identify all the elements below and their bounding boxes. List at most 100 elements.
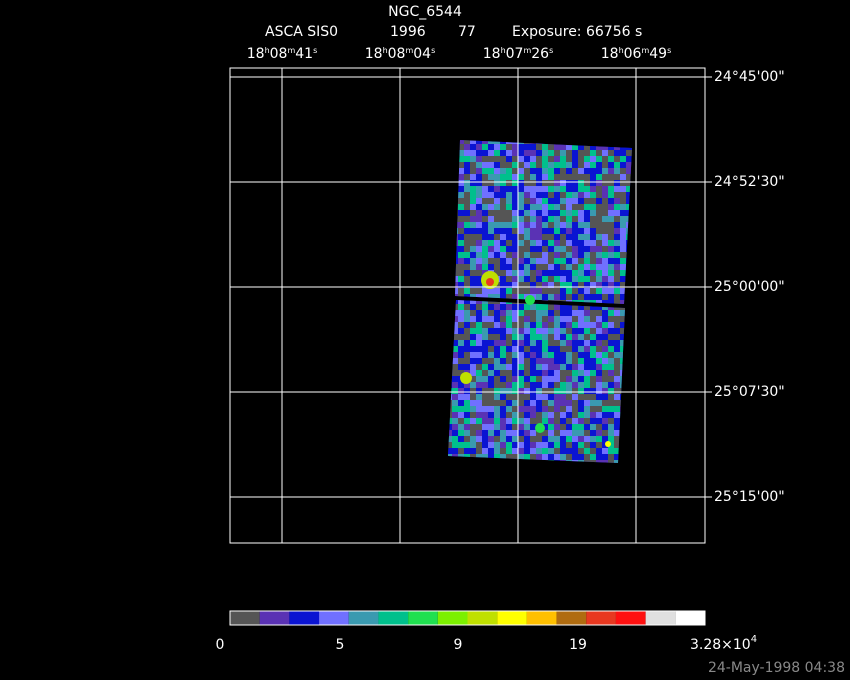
- pixel: [554, 430, 560, 436]
- pixel: [482, 334, 488, 340]
- pixel: [464, 448, 470, 454]
- pixel: [572, 198, 578, 204]
- pixel: [614, 174, 620, 180]
- pixel: [464, 400, 470, 406]
- pixel: [548, 364, 554, 370]
- pixel: [500, 174, 506, 180]
- pixel: [608, 394, 614, 400]
- pixel: [512, 364, 518, 370]
- pixel: [626, 310, 632, 316]
- pixel: [590, 270, 596, 276]
- pixel: [590, 222, 596, 228]
- pixel: [620, 316, 625, 322]
- pixel: [446, 198, 452, 204]
- pixel: [530, 448, 536, 454]
- pixel: [470, 418, 476, 424]
- pixel: [632, 316, 638, 322]
- pixel: [458, 358, 464, 364]
- pixel: [590, 346, 596, 352]
- pixel: [626, 406, 632, 412]
- pixel: [620, 288, 626, 294]
- pixel: [554, 436, 560, 442]
- pixel: [602, 276, 608, 282]
- pixel: [548, 252, 554, 258]
- pixel: [566, 240, 572, 246]
- pixel: [578, 174, 584, 180]
- pixel: [572, 448, 578, 454]
- pixel: [548, 340, 554, 346]
- pixel: [530, 258, 536, 264]
- pixel: [608, 412, 614, 418]
- pixel: [548, 294, 554, 300]
- pixel: [602, 228, 608, 234]
- pixel: [608, 352, 614, 358]
- pixel: [530, 394, 536, 400]
- pixel: [482, 246, 488, 252]
- pixel: [500, 288, 506, 294]
- pixel: [530, 358, 536, 364]
- pixel: [530, 240, 536, 246]
- pixel: [590, 198, 596, 204]
- pixel: [512, 282, 518, 288]
- pixel: [470, 436, 476, 442]
- pixel: [452, 304, 458, 310]
- pixel: [494, 400, 500, 406]
- pixel: [542, 162, 548, 168]
- pixel: [548, 228, 554, 234]
- pixel: [590, 144, 596, 150]
- pixel: [470, 364, 476, 370]
- pixel: [506, 228, 512, 234]
- pixel: [590, 412, 596, 418]
- pixel: [488, 144, 494, 150]
- pixel: [614, 246, 620, 252]
- pixel: [488, 294, 494, 300]
- pixel: [455, 144, 458, 150]
- pixel: [602, 442, 608, 448]
- pixel: [548, 168, 554, 174]
- pixel: [530, 442, 536, 448]
- pixel: [590, 246, 596, 252]
- pixel: [584, 144, 590, 150]
- pixel: [494, 370, 500, 376]
- pixel: [455, 186, 458, 192]
- pixel: [626, 430, 632, 436]
- pixel: [566, 234, 572, 240]
- pixel: [458, 388, 464, 394]
- pixel: [458, 228, 464, 234]
- pixel: [626, 298, 632, 304]
- pixel: [620, 406, 625, 412]
- pixel: [572, 316, 578, 322]
- pixel: [506, 364, 512, 370]
- pixel: [506, 204, 512, 210]
- pixel: [524, 382, 530, 388]
- pixel: [470, 370, 476, 376]
- pixel: [476, 258, 482, 264]
- pixel: [536, 192, 542, 198]
- pixel: [632, 228, 638, 234]
- colorbar-segment: [556, 611, 587, 625]
- pixel: [524, 358, 530, 364]
- pixel: [596, 412, 602, 418]
- pixel: [572, 282, 578, 288]
- pixel: [470, 454, 476, 460]
- pixel: [530, 370, 536, 376]
- pixel: [500, 460, 506, 463]
- pixel: [626, 394, 632, 400]
- pixel: [542, 282, 548, 288]
- pixel: [500, 156, 506, 162]
- pixel: [512, 442, 518, 448]
- pixel: [506, 352, 512, 358]
- pixel: [608, 228, 614, 234]
- source: [460, 372, 472, 384]
- pixel: [446, 186, 452, 192]
- pixel: [530, 210, 536, 216]
- pixel: [452, 364, 458, 370]
- pixel: [464, 300, 470, 304]
- pixel: [566, 370, 572, 376]
- pixel: [458, 162, 464, 168]
- pixel: [578, 436, 584, 442]
- pixel: [506, 340, 512, 346]
- pixel: [578, 264, 584, 270]
- pixel: [620, 276, 626, 282]
- pixel: [548, 304, 554, 310]
